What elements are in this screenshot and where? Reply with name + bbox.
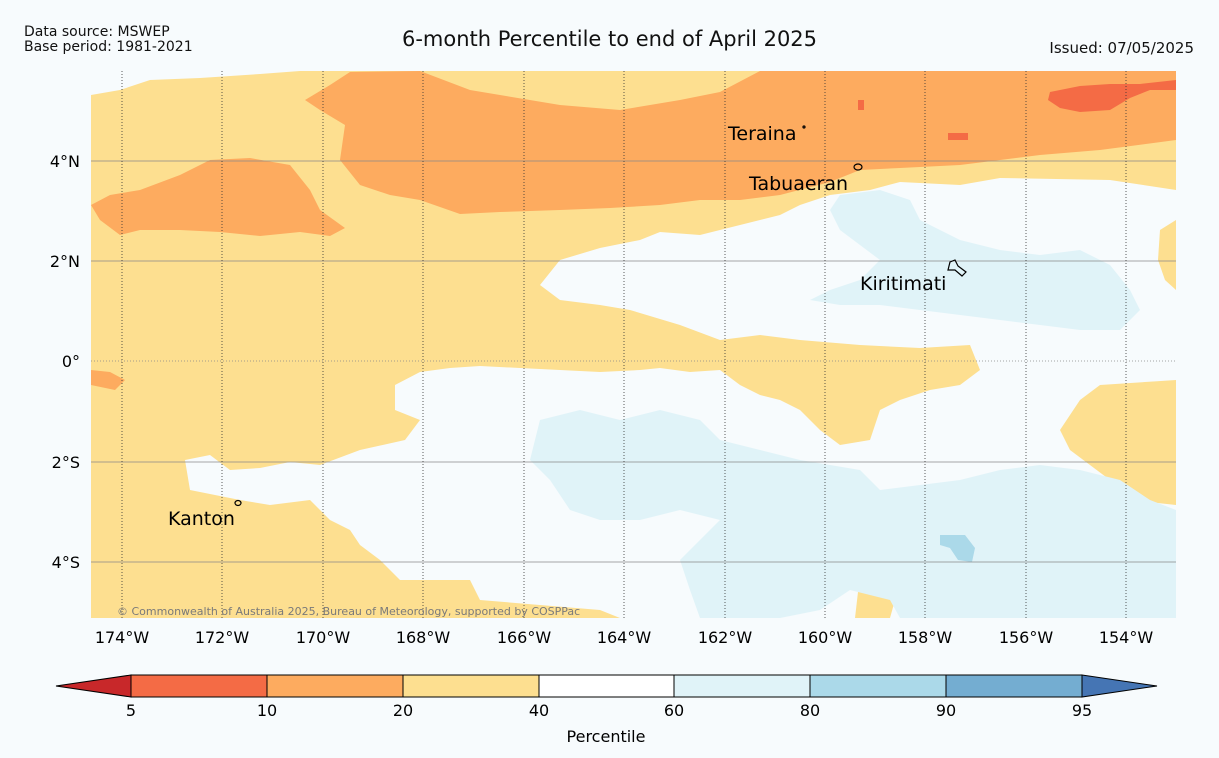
band-60-80-kiritimati	[810, 190, 1140, 330]
lon-tick-label: 160°W	[798, 628, 853, 647]
colorbar-ticks: 5 10 20 40 60 80 90 95	[126, 701, 1092, 720]
lat-tick-label: 4°N	[50, 152, 80, 171]
colorbar-tick-label: 5	[126, 701, 136, 720]
band-20-40-east	[1060, 380, 1176, 505]
lon-tick-label: 168°W	[396, 628, 451, 647]
place-label-teraina: Teraina	[727, 123, 797, 145]
place-label-kanton: Kanton	[168, 508, 235, 530]
lat-tick-label: 0°	[62, 352, 80, 371]
band-80-90-patch	[940, 535, 975, 562]
lon-tick-label: 166°W	[497, 628, 552, 647]
colorbar-tick-label: 60	[664, 701, 684, 720]
kiritimati-island	[947, 259, 967, 277]
colorbar-90-95	[945, 674, 1083, 698]
percentile-field	[91, 71, 1176, 618]
colorbar-tick-label: 95	[1072, 701, 1092, 720]
colorbar-80-90	[809, 674, 947, 698]
lon-tick-label: 154°W	[1099, 628, 1154, 647]
colorbar-20-40	[402, 674, 540, 698]
colorbar-tick-label: 80	[800, 701, 820, 720]
data-source-info: Data source: MSWEP Base period: 1981-202…	[24, 25, 193, 55]
band-5-10-tiny	[858, 100, 864, 110]
copyright-notice: © Commonwealth of Australia 2025, Bureau…	[117, 605, 580, 618]
colorbar-title: Percentile	[567, 727, 646, 746]
colorbar-extend-high	[1081, 674, 1158, 698]
colorbar-60-80	[673, 674, 811, 698]
map-title: 6-month Percentile to end of April 2025	[401, 27, 818, 51]
lon-tick-label: 174°W	[95, 628, 150, 647]
colorbar-40-60	[538, 674, 675, 698]
lon-tick-label: 172°W	[195, 628, 250, 647]
lon-tick-label: 164°W	[597, 628, 652, 647]
data-source-label: Data source: MSWEP	[24, 24, 170, 40]
lat-tick-label: 4°S	[52, 553, 80, 572]
latitude-gridlines	[91, 160, 1176, 563]
colorbar-10-20	[266, 674, 404, 698]
colorbar-tick-label: 20	[393, 701, 413, 720]
base-period-label: Base period: 1981-2021	[24, 39, 193, 55]
lon-tick-label: 170°W	[296, 628, 351, 647]
colorbar-5-10	[130, 674, 268, 698]
kanton-island	[234, 499, 242, 507]
teraina-island	[802, 125, 806, 129]
lat-axis: 4°N 2°N 0° 2°S 4°S	[50, 152, 80, 572]
lat-tick-label: 2°N	[50, 252, 80, 271]
lon-axis: 174°W 172°W 170°W 168°W 166°W 164°W 162°…	[95, 628, 1154, 647]
band-5-10-northeast	[1048, 80, 1176, 112]
colorbar-tick-label: 90	[936, 701, 956, 720]
tabuaeran-island	[853, 163, 863, 171]
island-outlines	[234, 125, 967, 507]
colorbar-extend-low	[55, 674, 132, 698]
band-10-20-west	[91, 158, 345, 236]
band-5-10-small	[948, 133, 968, 140]
issued-date: Issued: 07/05/2025	[1049, 39, 1194, 57]
lat-tick-label: 2°S	[52, 453, 80, 472]
colorbar-tick-label: 10	[257, 701, 277, 720]
place-label-tabuaeran: Tabuaeran	[748, 173, 848, 195]
lon-tick-label: 162°W	[698, 628, 753, 647]
colorbar-tick-label: 40	[529, 701, 549, 720]
place-labels: Teraina Tabuaeran Kiritimati Kanton	[168, 123, 946, 530]
band-10-20-north	[305, 71, 1176, 214]
band-10-20-west-edge	[91, 370, 125, 390]
place-label-kiritimati: Kiritimati	[860, 273, 946, 295]
lon-tick-label: 156°W	[999, 628, 1054, 647]
band-20-40-north	[91, 71, 1176, 618]
longitude-gridlines	[121, 71, 1127, 618]
lon-tick-label: 158°W	[898, 628, 953, 647]
band-60-80-far-south	[1110, 560, 1176, 618]
colorbar	[55, 674, 1158, 698]
band-20-40-east-small	[1158, 220, 1176, 290]
